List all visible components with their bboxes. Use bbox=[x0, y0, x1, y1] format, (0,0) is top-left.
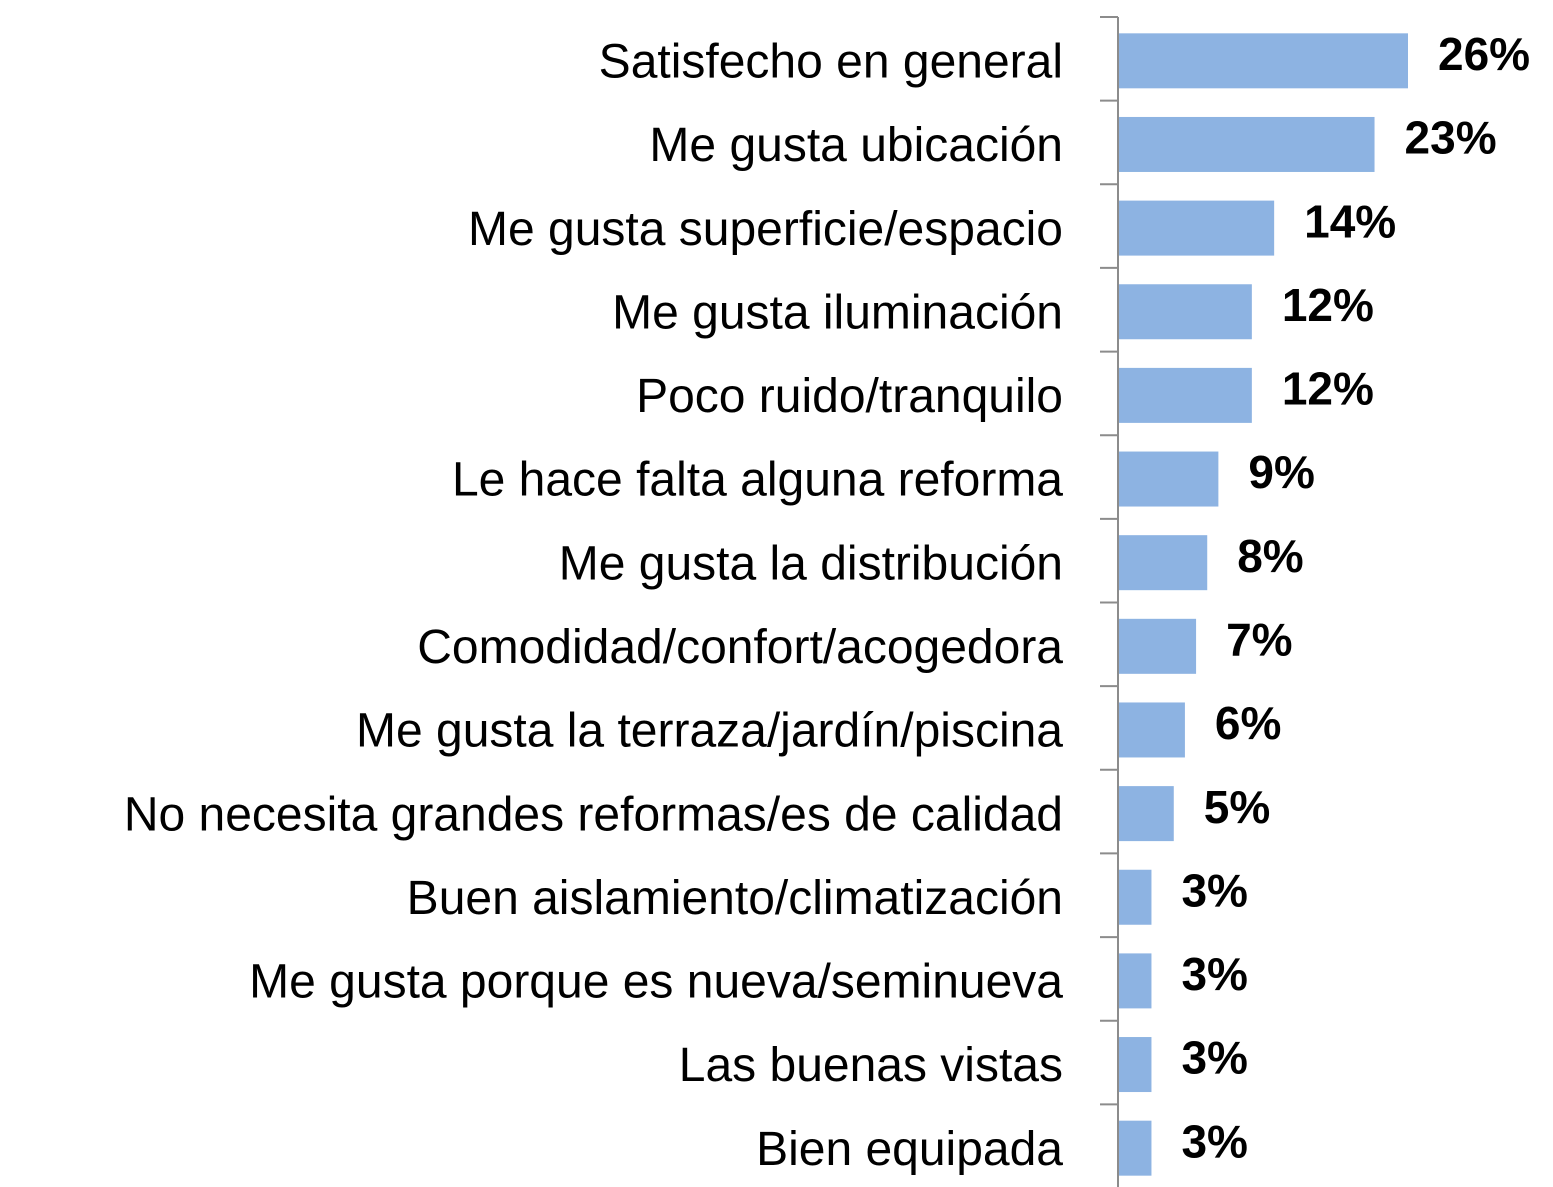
bar bbox=[1118, 284, 1252, 340]
bar bbox=[1118, 33, 1408, 89]
category-label: Me gusta superficie/espacio bbox=[468, 203, 1063, 256]
bar bbox=[1118, 200, 1275, 256]
data-label: 3% bbox=[1181, 864, 1247, 916]
category-label: No necesita grandes reformas/es de calid… bbox=[124, 788, 1063, 841]
bar bbox=[1118, 786, 1174, 842]
category-label: Me gusta la distribución bbox=[559, 537, 1063, 590]
data-label: 26% bbox=[1438, 28, 1530, 80]
data-label: 14% bbox=[1304, 195, 1396, 247]
data-label: 3% bbox=[1181, 1115, 1247, 1167]
category-label: Bien equipada bbox=[756, 1123, 1063, 1176]
category-label: Satisfecho en general bbox=[599, 35, 1063, 88]
data-label: 6% bbox=[1215, 697, 1281, 749]
data-label: 7% bbox=[1226, 613, 1292, 665]
bar bbox=[1118, 535, 1208, 591]
category-label: Comodidad/confort/acogedora bbox=[417, 621, 1063, 674]
data-label: 3% bbox=[1181, 948, 1247, 1000]
bar bbox=[1118, 116, 1375, 172]
data-label: 23% bbox=[1405, 112, 1497, 164]
category-label: Me gusta iluminación bbox=[612, 286, 1063, 339]
bar bbox=[1118, 367, 1252, 423]
data-label: 12% bbox=[1282, 279, 1374, 331]
bar bbox=[1118, 869, 1152, 925]
category-label: Poco ruido/tranquilo bbox=[636, 370, 1063, 423]
data-label: 9% bbox=[1248, 446, 1314, 498]
data-label: 3% bbox=[1181, 1032, 1247, 1084]
bar bbox=[1118, 618, 1197, 674]
bar bbox=[1118, 1037, 1152, 1093]
category-label: Las buenas vistas bbox=[679, 1039, 1063, 1092]
data-label: 5% bbox=[1204, 781, 1270, 833]
category-label: Buen aislamiento/climatización bbox=[407, 872, 1063, 925]
bar bbox=[1118, 451, 1219, 507]
bar bbox=[1118, 702, 1185, 758]
data-label: 8% bbox=[1237, 530, 1303, 582]
bar bbox=[1118, 1120, 1152, 1176]
data-label: 12% bbox=[1282, 363, 1374, 415]
category-label: Me gusta la terraza/jardín/piscina bbox=[356, 705, 1063, 758]
category-label: Me gusta ubicación bbox=[649, 119, 1063, 172]
category-label: Me gusta porque es nueva/seminueva bbox=[249, 956, 1063, 1009]
bar bbox=[1118, 953, 1152, 1009]
category-label: Le hace falta alguna reforma bbox=[452, 454, 1063, 507]
